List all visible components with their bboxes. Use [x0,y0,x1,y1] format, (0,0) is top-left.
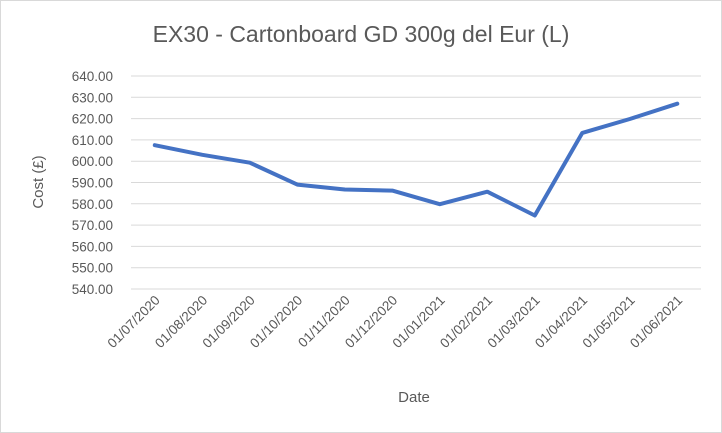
y-tick-label: 550.00 [72,261,113,276]
y-tick-label: 540.00 [72,282,113,297]
y-tick-label: 610.00 [72,133,113,148]
y-tick-label: 630.00 [72,90,113,105]
series-line [152,101,680,218]
series-layer [152,101,680,218]
gridlines [131,75,701,290]
y-axis-title: Cost (£) [30,155,47,208]
y-tick-label: 570.00 [72,218,113,233]
x-axis-title: Date [398,389,430,406]
y-tick-label: 600.00 [72,154,113,169]
y-tick-label: 640.00 [72,69,113,84]
chart-title: EX30 - Cartonboard GD 300g del Eur (L) [153,21,570,47]
y-tick-label: 560.00 [72,239,113,254]
y-tick-label: 620.00 [72,112,113,127]
y-tick-label: 590.00 [72,176,113,191]
x-axis-ticks: 01/07/202001/08/202001/09/202001/10/2020… [104,293,685,351]
y-axis-ticks: 540.00 550.00 560.00 570.00 580.00 590.00 600.… [72,69,113,297]
y-tick-label: 580.00 [72,197,113,212]
